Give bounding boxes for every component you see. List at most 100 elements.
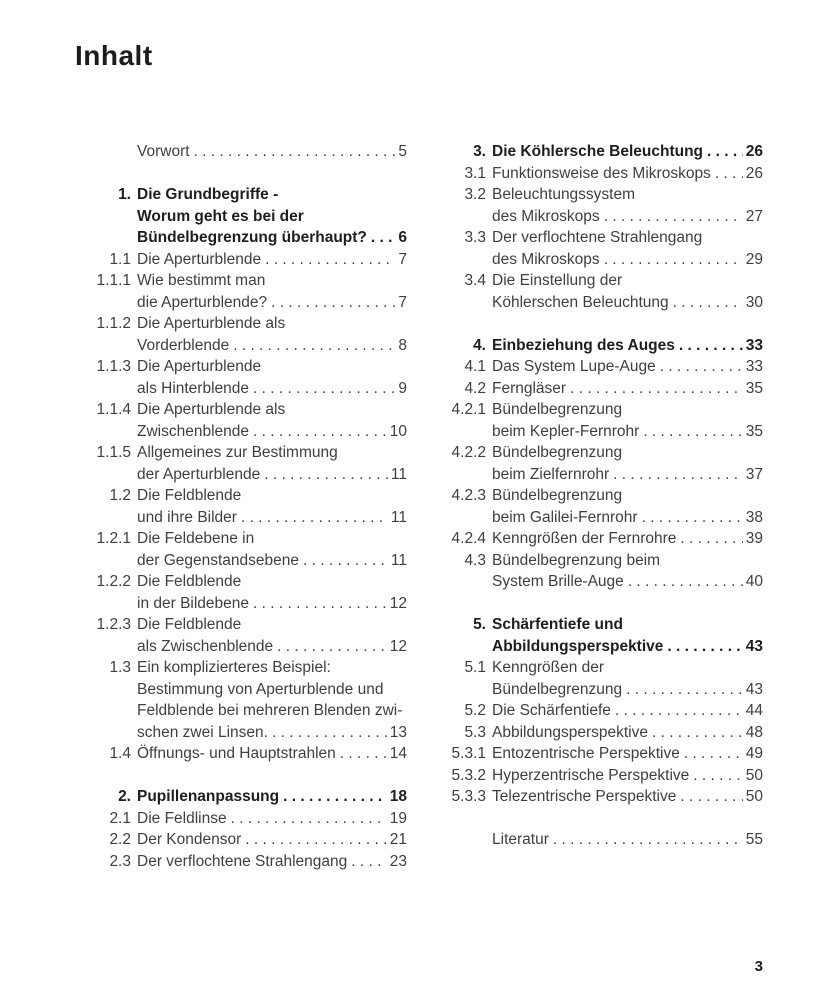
entry-line: Allgemeines zur Bestimmung	[137, 442, 407, 464]
leader-dots: . . . . . . . . . . . . . . . . . . . . …	[643, 422, 743, 440]
toc-entry: 2.1 Die Feldlinse. . . . . . . . . . . . …	[77, 808, 407, 830]
entry-line: Die Aperturblende. . . . . . . . . . . .…	[137, 249, 407, 271]
entry-line: Ein komplizierteres Beispiel:	[137, 657, 407, 679]
toc-group: 4.Einbeziehung des Auges. . . . . . . . …	[432, 335, 763, 593]
entry-line: Telezentrische Perspektive. . . . . . . …	[492, 786, 763, 808]
leader-dots: . . . . . . . . . . . . . . . . . . . . …	[193, 143, 396, 160]
leader-dots: . . . . . . . . . . . . . . . . . . . . …	[659, 358, 743, 375]
entry-line-text: Zwischenblende	[137, 422, 250, 440]
entry-line: Bündelbegrenzung beim	[492, 550, 763, 572]
leader-dots: . . . . . . . . . . . . . . . . . . . . …	[271, 723, 387, 741]
toc-group: Vorwort. . . . . . . . . . . . . . . . .…	[77, 141, 407, 163]
toc-entry: 4.1 Das System Lupe-Auge. . . . . . . . .…	[432, 356, 763, 378]
entry-content: Bündelbegrenzung beim System Brille-Auge.…	[492, 550, 763, 593]
leader-dots: . . . . . . . . . . . . . . . . . . . . …	[651, 723, 743, 741]
leader-dots: . . . . . . . . . . . . . . . . . . . . …	[271, 293, 395, 311]
entry-line-text: Der verflochtene Strahlengang	[137, 852, 348, 870]
leader-dots: . . . . . . . . . . . . . . . . . . . . …	[277, 637, 387, 655]
entry-line-text: Hyperzentrische Perspektive	[492, 766, 690, 784]
entry-number: 4.2.2	[451, 444, 486, 461]
entry-content: Die Feldebene in der Gegenstandsebene. . …	[137, 528, 407, 571]
entry-line-text: als Zwischenblende	[137, 637, 274, 655]
entry-number: 1.1.5	[96, 444, 131, 461]
entry-line-text: Köhlerschen Beleuchtung	[492, 293, 669, 311]
entry-line: als Hinterblende. . . . . . . . . . . . …	[137, 378, 407, 400]
entry-number: 5.3	[464, 723, 486, 741]
entry-number: 1.	[118, 186, 131, 203]
toc-entry: 4.2.4 Kenngrößen der Fernrohre. . . . . .…	[432, 528, 763, 550]
toc-entry: 1.2.2 Die Feldblende in der Bildebene. . .…	[77, 571, 407, 614]
leader-dots: . . . . . . . . . . . . . . . . . . . . …	[627, 573, 743, 590]
entry-line-text: der Aperturblende	[137, 465, 261, 483]
entry-line-text: Pupillenanpassung	[137, 788, 280, 805]
entry-content: Die Schärfentiefe. . . . . . . . . . . .…	[492, 700, 763, 722]
entry-content: Beleuchtungssystem des Mikroskops. . . . …	[492, 184, 763, 227]
toc-entry: 3.3 Der verflochtene Strahlengang des Mikr…	[432, 227, 763, 270]
entry-line-text: Die Grundbegriffe -	[137, 186, 279, 203]
entry-content: Die Einstellung der Köhlerschen Beleuchtu…	[492, 270, 763, 313]
entry-page-number: 11	[390, 508, 407, 526]
entry-content: Bündelbegrenzung beim Kepler-Fernrohr. . …	[492, 399, 763, 442]
toc-entry: 2.3 Der verflochtene Strahlengang. . . . …	[77, 851, 407, 873]
entry-line: Die Feldblende	[137, 614, 407, 636]
entry-line-text: Allgemeines zur Bestimmung	[137, 444, 338, 461]
entry-line-text: schen zwei Linsen.	[137, 723, 268, 741]
entry-line: Die Feldblende	[137, 571, 407, 593]
leader-dots: . . . . . . . . . . . . . . . . . . . . …	[253, 379, 396, 397]
entry-content: Die Aperturblende als Vorderblende. . . .…	[137, 313, 407, 356]
entry-line: Funktionsweise des Mikroskops. . . . . .…	[492, 163, 763, 185]
toc-group: Literatur. . . . . . . . . . . . . . . .…	[432, 829, 763, 851]
entry-number: 1.1.1	[96, 272, 131, 289]
entry-line-text: des Mikroskops	[492, 250, 600, 268]
leader-dots: . . . . . . . . . . . . . . . . . . . . …	[613, 465, 743, 483]
toc-entry: 3.1 Funktionsweise des Mikroskops. . . . …	[432, 163, 763, 185]
entry-line-text: Wie bestimmt man	[137, 272, 266, 289]
entry-page-number: 13	[389, 723, 407, 741]
entry-number: 4.2	[464, 379, 486, 397]
entry-line-text: Die Köhlersche Beleuchtung	[492, 143, 704, 160]
entry-line-text: Bündelbegrenzung	[492, 444, 623, 461]
entry-line-text: Der verflochtene Strahlengang	[492, 229, 703, 246]
entry-line: Bündelbegrenzung überhaupt?. . . . . . .…	[137, 227, 407, 249]
entry-page-number: 35	[745, 422, 763, 440]
entry-line-text: Abbildungsperspektive	[492, 723, 648, 741]
entry-line-text: System Brille-Auge	[492, 573, 624, 590]
entry-line-text: beim Zielfernrohr	[492, 465, 610, 483]
entry-content: Bündelbegrenzung beim Zielfernrohr. . . .…	[492, 442, 763, 485]
leader-dots: . . . . . . . . . . . . . . . . . . . . …	[351, 852, 387, 870]
leader-dots: . . . . . . . . . . . . . . . . . . . . …	[230, 809, 387, 827]
entry-line: Literatur. . . . . . . . . . . . . . . .…	[492, 829, 763, 851]
entry-line-text: Bestimmung von Aperturblende und	[137, 680, 384, 698]
entry-number: 5.	[473, 616, 486, 633]
entry-number: 4.2.4	[451, 530, 486, 547]
entry-line: Abbildungsperspektive. . . . . . . . . .…	[492, 636, 763, 658]
toc-group: 1. Die Grundbegriffe - Worum geht es bei d…	[77, 184, 407, 765]
entry-page-number: 40	[745, 573, 763, 590]
entry-line: beim Kepler-Fernrohr. . . . . . . . . . …	[492, 421, 763, 443]
entry-line: System Brille-Auge. . . . . . . . . . . …	[492, 571, 763, 593]
entry-line-text: Die Aperturblende als	[137, 401, 286, 418]
entry-line: Ferngläser. . . . . . . . . . . . . . . …	[492, 378, 763, 400]
entry-line-text: Vorderblende	[137, 336, 230, 354]
entry-page-number: 30	[745, 293, 763, 311]
entry-content: Die Feldlinse. . . . . . . . . . . . . .…	[137, 808, 407, 830]
entry-number: 5.2	[464, 702, 486, 719]
entry-number: 1.2.3	[96, 616, 131, 633]
leader-dots: . . . . . . . . . . . . . . . . . . . . …	[641, 508, 743, 526]
leader-dots: . . . . . . . . . . . . . . . . . . . . …	[245, 831, 386, 848]
entry-line: Der Kondensor. . . . . . . . . . . . . .…	[137, 829, 407, 851]
leader-dots: . . . . . . . . . . . . . . . . . . . . …	[570, 379, 743, 397]
toc-entry: 1.2.1 Die Feldebene in der Gegenstandseben…	[77, 528, 407, 571]
entry-page-number: 33	[745, 336, 763, 354]
entry-content: Funktionsweise des Mikroskops. . . . . .…	[492, 163, 763, 185]
toc-entry: 1.3 Ein komplizierteres Beispiel: Bestimmu…	[77, 657, 407, 743]
entry-content: Die Feldblende und ihre Bilder. . . . . .…	[137, 485, 407, 528]
entry-page-number: 18	[389, 788, 407, 805]
entry-line: Wie bestimmt man	[137, 270, 407, 292]
toc-entry: 4.2.1 Bündelbegrenzung beim Kepler-Fernroh…	[432, 399, 763, 442]
entry-line: Kenngrößen der	[492, 657, 763, 679]
entry-line: Schärfentiefe und	[492, 614, 763, 636]
page-number: 3	[754, 958, 763, 975]
leader-dots: . . . . . . . . . . . . . . . . . . . . …	[678, 336, 743, 354]
leader-dots: . . . . . . . . . . . . . . . . . . . . …	[339, 745, 387, 762]
